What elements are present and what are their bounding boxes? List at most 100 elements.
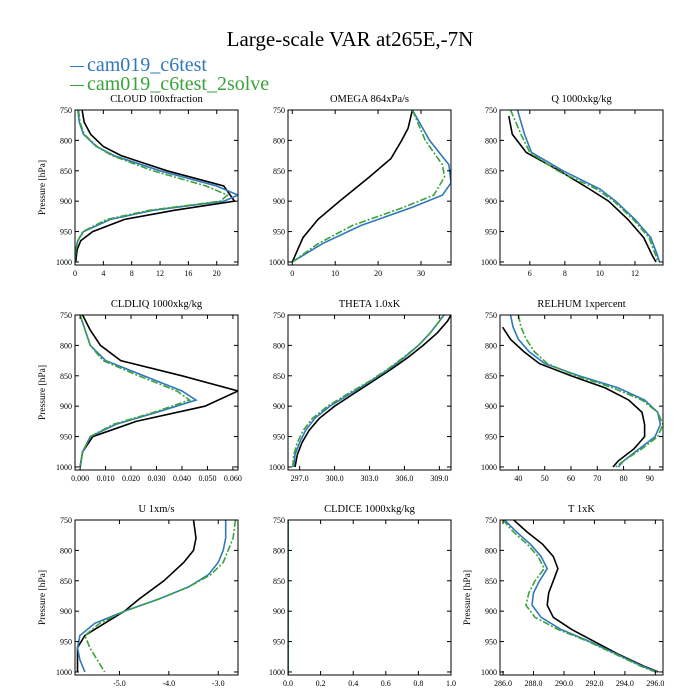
series-line-c6test — [76, 520, 227, 673]
x-tick-label: 0.030 — [148, 474, 166, 483]
series-line-c6test-2solve — [291, 110, 446, 263]
y-tick-label: 800 — [273, 136, 285, 145]
y-axis-label: Pressure [hPa] — [38, 365, 48, 420]
y-tick-label: 900 — [273, 607, 285, 616]
series-line-obs — [76, 520, 197, 672]
series-line-c6test-2solve — [79, 315, 192, 468]
legend-label: cam019_c6test_2solve — [87, 73, 270, 95]
y-tick-label: 950 — [60, 638, 72, 647]
x-tick-label: 4 — [101, 269, 105, 278]
x-tick-label: 80 — [620, 474, 628, 483]
x-tick-label: 20 — [213, 269, 221, 278]
x-tick-label: 294.0 — [616, 679, 634, 688]
panel-8: CLDICE 1000xkg/kg 750 800 850 900 950 1000 0.0 0… — [269, 504, 456, 688]
series-line-c6test-2solve — [83, 520, 237, 673]
y-tick-label: 850 — [485, 372, 497, 381]
series-line-obs — [501, 326, 646, 468]
y-tick-label: 900 — [60, 402, 72, 411]
x-tick-label: 309.0 — [430, 474, 448, 483]
panel-7: U 1xm/s Pressure [hPa] 750 800 850 900 950 1000… — [38, 504, 239, 688]
panel-title: Q 1000xkg/kg — [551, 94, 612, 105]
x-tick-label: 10 — [596, 269, 604, 278]
series-line-c6test-2solve — [502, 520, 656, 673]
x-tick-label: 290.0 — [555, 679, 573, 688]
x-tick-label: 20 — [374, 269, 382, 278]
x-tick-label: 297.0 — [291, 474, 309, 483]
x-tick-label: 303.0 — [361, 474, 379, 483]
x-tick-label: 300.0 — [326, 474, 344, 483]
panel-title: THETA 1.0xK — [339, 299, 401, 310]
panel-6: RELHUM 1xpercent 750 800 850 900 950 1000 40 50 6… — [481, 299, 664, 483]
y-tick-label: 950 — [273, 433, 285, 442]
plot-frame — [287, 314, 452, 471]
x-tick-label: -3.0 — [212, 679, 225, 688]
y-axis-label: Pressure [hPa] — [38, 570, 48, 625]
series-line-c6test-2solve — [517, 315, 663, 468]
panel-title: OMEGA 864xPa/s — [330, 94, 409, 105]
panel-title: CLDICE 1000xkg/kg — [324, 504, 415, 515]
panel-title: U 1xm/s — [139, 504, 175, 515]
y-tick-label: 1000 — [481, 668, 497, 677]
x-tick-label: 0.000 — [71, 474, 89, 483]
y-tick-label: 1000 — [269, 258, 285, 267]
y-tick-label: 850 — [485, 577, 497, 586]
x-tick-label: 0.020 — [122, 474, 140, 483]
panel-5: THETA 1.0xK 750 800 850 900 950 1000 297.0 300.0… — [269, 299, 452, 483]
y-tick-label: 750 — [485, 311, 497, 320]
x-tick-label: 0.0 — [283, 679, 293, 688]
y-tick-label: 1000 — [56, 463, 72, 472]
x-tick-label: 286.0 — [494, 679, 512, 688]
x-tick-label: -4.0 — [163, 679, 176, 688]
y-tick-label: 850 — [485, 167, 497, 176]
series-line-obs — [291, 110, 414, 263]
x-tick-label: 292.0 — [585, 679, 603, 688]
plot-frame — [74, 109, 239, 266]
y-tick-label: 800 — [485, 341, 497, 350]
x-tick-label: 6 — [528, 269, 532, 278]
panel-title: RELHUM 1xpercent — [537, 299, 625, 310]
series-line-c6test-2solve — [75, 110, 229, 263]
y-tick-label: 1000 — [56, 258, 72, 267]
x-tick-label: 0 — [290, 269, 294, 278]
plot-frame — [499, 519, 664, 676]
legend-swatch — [70, 65, 84, 67]
legend-entry-c6test: cam019_c6test — [70, 55, 207, 75]
x-tick-label: 8 — [563, 269, 567, 278]
series-line-obs — [75, 110, 236, 263]
x-tick-label: 306.0 — [395, 474, 413, 483]
y-tick-label: 950 — [485, 433, 497, 442]
legend-entry-c6test-2solve: cam019_c6test_2solve — [70, 74, 269, 94]
y-tick-label: 750 — [273, 311, 285, 320]
y-tick-label: 750 — [60, 106, 72, 115]
y-tick-label: 800 — [485, 546, 497, 555]
plot-frame — [74, 314, 239, 471]
panel-4: CLDLIQ 1000xkg/kg Pressure [hPa] 750 800 850… — [38, 299, 242, 483]
x-tick-label: 16 — [184, 269, 192, 278]
x-tick-label: 40 — [514, 474, 522, 483]
y-tick-label: 850 — [60, 577, 72, 586]
x-tick-label: 0.8 — [413, 679, 423, 688]
x-tick-label: 8 — [130, 269, 134, 278]
y-axis-label: Pressure [hPa] — [463, 570, 473, 625]
y-tick-label: 750 — [485, 516, 497, 525]
y-tick-label: 900 — [60, 197, 72, 206]
y-tick-label: 950 — [485, 638, 497, 647]
x-tick-label: 12 — [631, 269, 639, 278]
panel-2: OMEGA 864xPa/s 750 800 850 900 950 1000 0 10 20 30 — [269, 94, 452, 278]
y-tick-label: 900 — [273, 197, 285, 206]
series-line-c6test — [291, 110, 451, 263]
y-tick-label: 900 — [273, 402, 285, 411]
x-tick-label: 50 — [541, 474, 549, 483]
y-tick-label: 900 — [485, 197, 497, 206]
series-line-c6test-2solve — [291, 315, 444, 468]
series-line-c6test — [509, 315, 662, 468]
series-line-c6test — [293, 315, 445, 468]
y-tick-label: 950 — [485, 228, 497, 237]
y-tick-label: 900 — [485, 402, 497, 411]
series-line-obs — [513, 520, 659, 673]
y-tick-label: 900 — [485, 607, 497, 616]
x-tick-label: 10 — [331, 269, 339, 278]
y-tick-label: 1000 — [481, 258, 497, 267]
x-tick-label: 0.4 — [348, 679, 358, 688]
